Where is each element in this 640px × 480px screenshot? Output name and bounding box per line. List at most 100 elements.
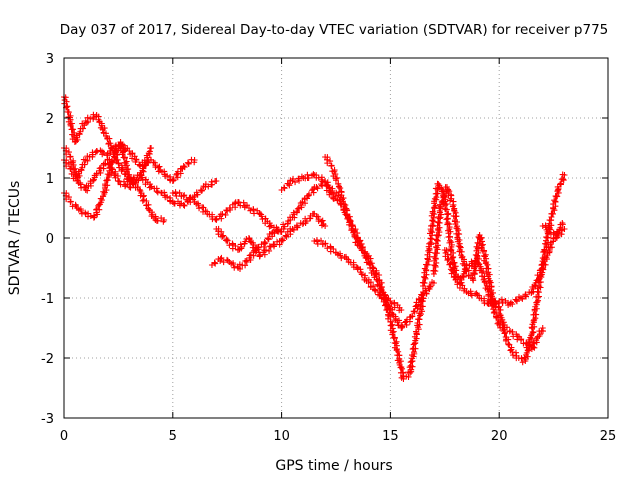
data-point <box>443 201 450 208</box>
data-point <box>542 261 549 268</box>
data-point <box>561 226 568 232</box>
data-point <box>243 257 250 264</box>
data-point <box>224 208 231 214</box>
data-point <box>119 149 126 156</box>
data-point <box>527 334 534 341</box>
series-arc-2 <box>61 142 198 184</box>
data-point <box>472 257 479 264</box>
data-point <box>118 142 125 149</box>
data-point <box>330 246 337 253</box>
x-tick-label: 10 <box>273 429 290 444</box>
data-point <box>353 234 360 241</box>
series-arc-4 <box>61 145 155 194</box>
data-point <box>105 173 112 180</box>
data-point <box>448 241 455 248</box>
data-point <box>267 244 274 250</box>
data-point <box>281 184 288 191</box>
data-point <box>290 175 297 182</box>
data-point <box>107 161 114 168</box>
data-point <box>113 147 120 154</box>
data-point <box>90 177 97 184</box>
data-point <box>428 222 435 229</box>
y-axis-label: SDTVAR / TECUs <box>7 181 23 296</box>
data-point <box>67 198 74 205</box>
data-point <box>104 182 111 189</box>
data-point <box>350 229 357 236</box>
data-point <box>446 188 453 195</box>
data-point <box>359 247 366 254</box>
data-point <box>342 202 349 209</box>
y-tick-label: -2 <box>41 352 54 367</box>
data-point <box>431 249 438 256</box>
data-point <box>479 241 486 248</box>
data-point <box>460 256 467 263</box>
data-point <box>430 280 437 286</box>
data-point <box>472 262 479 269</box>
data-point <box>368 260 375 267</box>
data-point <box>526 346 533 353</box>
data-point <box>389 329 396 336</box>
data-point <box>437 203 444 210</box>
data-point <box>107 140 114 147</box>
data-point <box>76 170 83 177</box>
data-point <box>373 267 380 274</box>
data-point <box>488 291 495 298</box>
data-point <box>311 238 318 244</box>
data-point <box>338 255 345 262</box>
data-point <box>81 161 88 168</box>
series-arc-8 <box>278 171 437 331</box>
data-point <box>335 183 342 190</box>
data-point <box>420 295 427 302</box>
data-point <box>79 125 86 132</box>
data-point <box>435 181 442 187</box>
data-point <box>247 256 254 263</box>
data-point <box>498 296 505 303</box>
data-point <box>431 200 438 207</box>
data-point <box>327 158 334 165</box>
data-point <box>275 228 282 235</box>
data-point <box>505 341 512 348</box>
data-point <box>262 240 269 247</box>
data-point <box>238 243 245 250</box>
data-point <box>322 240 329 247</box>
data-point <box>82 209 89 216</box>
data-point <box>390 328 397 335</box>
data-point <box>556 226 563 233</box>
data-point <box>98 120 105 127</box>
data-point <box>180 202 187 208</box>
data-point <box>501 330 508 337</box>
data-point <box>240 199 247 206</box>
data-point <box>294 224 301 231</box>
data-point <box>241 240 248 247</box>
data-point <box>533 337 540 344</box>
data-point <box>530 329 537 336</box>
data-point <box>281 185 288 192</box>
data-point <box>377 285 384 292</box>
data-point <box>245 205 252 211</box>
data-point <box>552 193 559 200</box>
data-point <box>453 213 460 220</box>
data-point <box>443 247 450 254</box>
data-point <box>426 240 433 247</box>
data-point <box>349 221 356 228</box>
x-tick-label: 0 <box>60 429 68 444</box>
data-point <box>251 210 258 217</box>
data-point <box>294 208 301 215</box>
data-point <box>220 259 227 266</box>
data-point <box>151 159 158 166</box>
data-point <box>548 222 555 229</box>
data-point <box>127 175 134 182</box>
data-point <box>529 328 536 335</box>
data-point <box>397 364 404 371</box>
grid-lines <box>64 58 608 418</box>
data-point <box>446 261 453 268</box>
data-point <box>531 316 538 323</box>
data-point <box>227 205 234 212</box>
data-point <box>74 134 81 141</box>
data-point <box>107 169 114 176</box>
data-point <box>542 224 549 231</box>
data-point <box>329 185 336 192</box>
data-point <box>442 194 449 201</box>
data-point <box>384 306 391 313</box>
data-point <box>139 167 146 174</box>
